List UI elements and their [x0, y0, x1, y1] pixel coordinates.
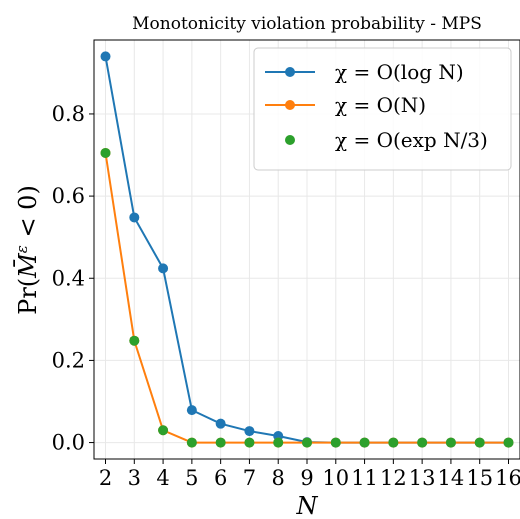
y-axis-label: Pr(M̄ε < 0) [13, 185, 42, 315]
legend-entry: χ = O(log N) [265, 60, 464, 84]
svg-text:Pr(M̄ε < 0): Pr(M̄ε < 0) [13, 185, 42, 315]
series-layer [100, 51, 514, 448]
x-tick-label: 9 [300, 466, 313, 490]
data-point [503, 437, 514, 448]
data-point [273, 437, 284, 448]
x-tick-label: 12 [380, 466, 407, 490]
legend: χ = O(log N) χ = O(N) χ = O(exp N/3) [253, 47, 512, 171]
data-point [100, 147, 111, 158]
data-point [244, 437, 255, 448]
data-point [244, 426, 255, 437]
data-point [445, 437, 456, 448]
legend-entry: χ = O(exp N/3) [285, 128, 488, 152]
x-tick-label: 11 [351, 466, 378, 490]
x-tick-label: 10 [322, 466, 349, 490]
data-point [474, 437, 485, 448]
x-tick-label: 4 [156, 466, 169, 490]
x-tick-label: 16 [495, 466, 520, 490]
legend-marker [285, 100, 295, 110]
legend-frame [253, 47, 512, 171]
x-tick-label: 5 [185, 466, 198, 490]
x-tick-label: 15 [466, 466, 493, 490]
chart-title: Monotonicity violation probability - MPS [132, 14, 482, 34]
legend-label: χ = O(exp N/3) [335, 128, 488, 152]
data-point [129, 212, 140, 223]
data-point [359, 437, 370, 448]
data-point [302, 437, 312, 448]
legend-label: χ = O(log N) [335, 60, 464, 84]
data-point [158, 425, 169, 436]
series-3 [100, 147, 514, 448]
data-point [100, 51, 111, 62]
legend-label: χ = O(N) [335, 93, 426, 117]
x-tick-label: 2 [99, 466, 112, 490]
data-point [388, 437, 399, 448]
data-point [330, 437, 341, 448]
data-point [158, 263, 169, 274]
legend-marker [285, 135, 295, 145]
x-tick-label: 3 [128, 466, 141, 490]
y-tick-label: 0.8 [52, 102, 85, 126]
y-tick-label: 0.0 [52, 431, 85, 455]
y-tick-label: 0.6 [52, 184, 85, 208]
data-point [129, 335, 140, 346]
x-tick-label: 7 [243, 466, 256, 490]
x-tick-label: 13 [409, 466, 436, 490]
data-point [186, 437, 197, 448]
y-tick-label: 0.2 [52, 348, 85, 372]
x-axis-label: N [296, 492, 319, 519]
legend-marker [285, 67, 295, 77]
x-tick-label: 14 [438, 466, 465, 490]
x-tick-label: 6 [214, 466, 227, 490]
x-ticks: 2 3 4 5 6 7 8 9 10 11 12 13 14 15 16 [99, 459, 520, 490]
data-point [417, 437, 428, 448]
data-point [215, 437, 226, 448]
y-ticks: 0.0 0.2 0.4 0.6 0.8 [52, 102, 94, 455]
data-point [215, 418, 226, 429]
x-tick-label: 8 [272, 466, 285, 490]
data-point [186, 405, 197, 416]
y-tick-label: 0.4 [52, 266, 85, 290]
legend-entry: χ = O(N) [265, 93, 426, 117]
